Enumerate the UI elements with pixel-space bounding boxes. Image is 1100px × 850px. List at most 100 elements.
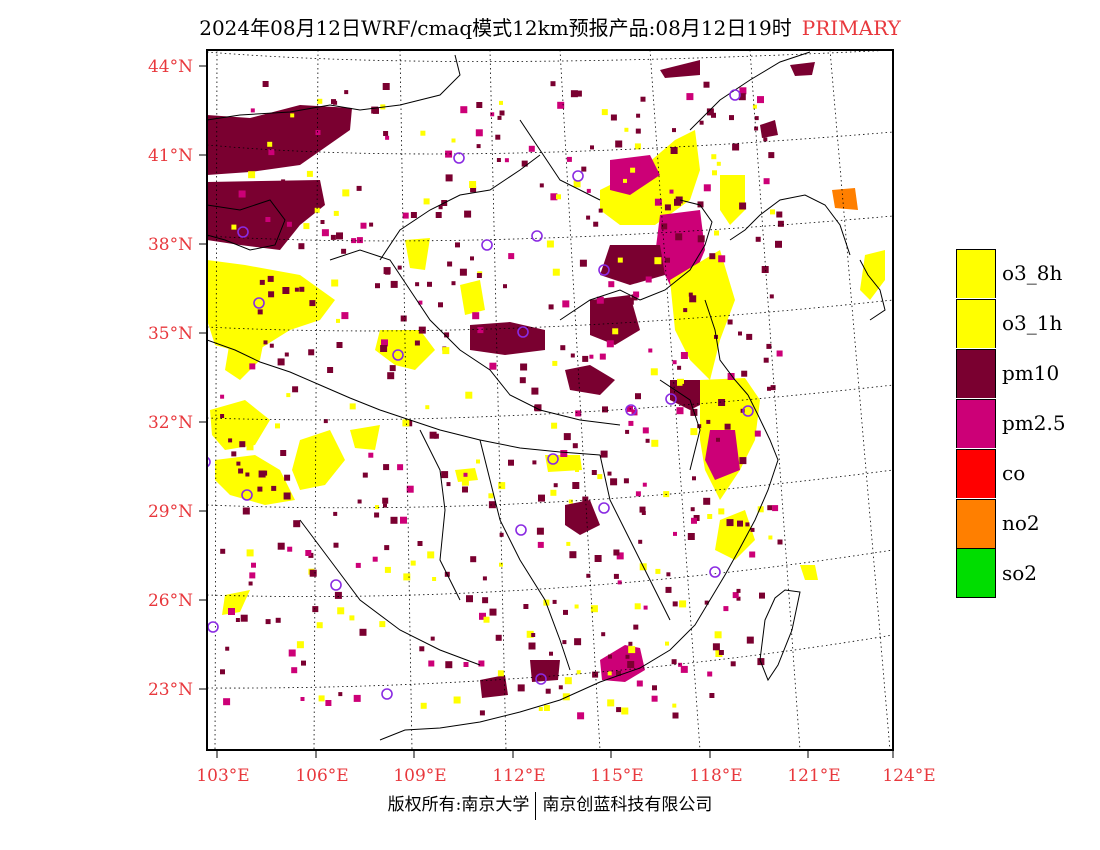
- pollutant-cell: [393, 350, 400, 357]
- pollutant-cell: [251, 331, 256, 336]
- pollutant-cell: [242, 130, 249, 137]
- parallel-line: [207, 131, 893, 155]
- pollutant-cell: [610, 478, 618, 486]
- pollutant-cell: [333, 511, 338, 516]
- pollutant-cell: [387, 372, 395, 380]
- pollutant-cell: [305, 550, 312, 556]
- pollutant-cell: [246, 443, 254, 451]
- pollutant-cell: [499, 532, 504, 537]
- pollutant-cell: [495, 634, 502, 641]
- city-marker: [625, 404, 637, 416]
- city-marker: [709, 566, 721, 578]
- pollutant-cell: [482, 597, 489, 604]
- pollutant-cell: [462, 486, 468, 493]
- pollutant-cell: [590, 605, 598, 613]
- meridian-line: [313, 50, 319, 750]
- boundary-line: [379, 394, 779, 741]
- pollutant-cell: [536, 527, 544, 535]
- pollutant-cell: [608, 281, 615, 288]
- pollutant-cell: [711, 154, 717, 160]
- pollutant-cell: [548, 304, 554, 310]
- pollutant-cell: [225, 646, 230, 651]
- pollutant-cell: [333, 542, 339, 548]
- pollutant-cell: [569, 551, 577, 559]
- pollutant-cell: [225, 218, 229, 223]
- pollutant-cell: [341, 312, 349, 320]
- lat-label: 23°N: [148, 680, 193, 700]
- footer-divider: [535, 791, 537, 820]
- pollutant-cell: [640, 96, 646, 102]
- pollutant-cell: [497, 115, 502, 120]
- pollutant-cell: [641, 511, 646, 515]
- pollutant-cell: [598, 208, 603, 213]
- pollutant-cell: [336, 232, 343, 240]
- pollutant-cell: [508, 253, 515, 260]
- pollutant-cell: [470, 256, 474, 261]
- pollutant-cell: [572, 443, 578, 449]
- pollutant-cell: [591, 470, 597, 475]
- pollutant-cell: [240, 614, 248, 622]
- pollutant-cell: [601, 109, 608, 116]
- pollutant-cell: [655, 568, 661, 574]
- pollutant-cell: [519, 377, 526, 384]
- pollutant-cell: [579, 259, 587, 267]
- pollutant-cell: [228, 438, 233, 443]
- legend-item-co: co: [956, 448, 1066, 498]
- pollutant-cell: [309, 300, 316, 307]
- pollutant-cell: [732, 143, 740, 151]
- pollutant-cell: [608, 654, 612, 659]
- pollutant-cell: [257, 309, 263, 315]
- pollutant-cell: [275, 423, 280, 429]
- pollutant-cell: [383, 131, 389, 136]
- parallel-line: [207, 50, 893, 62]
- pollutant-cell: [312, 606, 319, 613]
- pollutant-cell: [433, 433, 439, 439]
- pollutant-cell: [616, 707, 622, 713]
- lon-label: 118°E: [689, 766, 742, 786]
- pollutant-cell: [768, 152, 775, 159]
- pollutant-cell: [262, 470, 268, 476]
- title-mode: PRIMARY: [801, 16, 901, 40]
- pollutant-area: [705, 430, 740, 480]
- city-marker: [547, 453, 559, 465]
- copyright-left: 版权所有:南京大学: [387, 795, 530, 815]
- pollutant-area: [350, 425, 380, 450]
- pollutant-cell: [531, 387, 539, 395]
- pollutant-cell: [704, 600, 709, 605]
- pollutant-area: [832, 188, 858, 210]
- pollutant-cell: [776, 211, 783, 218]
- pollutant-cell: [697, 201, 704, 208]
- pollutant-cell: [617, 580, 622, 585]
- pollutant-cell: [242, 507, 250, 515]
- pollutant-cell: [628, 420, 634, 426]
- pollutant-cell: [690, 507, 695, 512]
- pollutant-cell: [451, 138, 456, 143]
- pollutant-cell: [498, 482, 506, 490]
- pollutant-cell: [263, 340, 268, 345]
- pollutant-cell: [523, 604, 529, 609]
- legend-swatch: [956, 548, 996, 598]
- pollutant-area: [460, 280, 485, 315]
- pollutant-cell: [538, 707, 543, 711]
- pollutant-cell: [280, 450, 287, 456]
- pollutant-cell: [551, 422, 558, 429]
- pollutant-area: [670, 250, 735, 380]
- pollutant-cell: [357, 499, 362, 504]
- city-marker: [729, 89, 741, 101]
- pollutant-cell: [460, 106, 468, 114]
- pollutant-cell: [558, 685, 563, 690]
- pollutant-cell: [287, 546, 293, 552]
- pollutant-cell: [257, 486, 263, 492]
- pollutant-cell: [489, 362, 497, 370]
- pollutant-cell: [277, 542, 285, 550]
- pollutant-cell: [397, 464, 404, 471]
- pollutant-cell: [564, 677, 572, 685]
- pollutant-area: [225, 335, 265, 380]
- pollutant-cell: [754, 116, 759, 121]
- pollutant-cell: [476, 144, 481, 149]
- pollutant-cell: [749, 551, 756, 558]
- pollutant-cell: [528, 145, 535, 152]
- pollutant-cell: [607, 671, 612, 676]
- pollutant-area: [530, 660, 560, 682]
- pollutant-cell: [633, 291, 640, 298]
